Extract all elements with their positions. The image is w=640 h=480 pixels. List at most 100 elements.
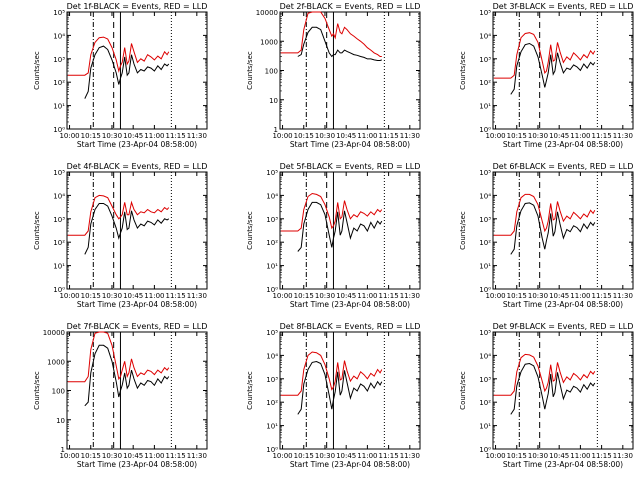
series-line-events <box>297 360 383 415</box>
x-tick-label: 11:00 <box>357 452 377 460</box>
x-tick-label: 11:00 <box>570 452 590 460</box>
chart-panel-9: Det 9f-BLACK = Events, RED = LLD 10⁰ 10¹ 10… <box>459 322 634 469</box>
x-tick-label: 10:45 <box>549 292 569 300</box>
x-tick-label: 10:45 <box>123 452 143 460</box>
x-tick-label: 10:15 <box>507 132 527 140</box>
y-tick-label: 10¹ <box>479 263 491 271</box>
x-tick-label: 11:15 <box>166 452 186 460</box>
plot-frame <box>492 331 634 450</box>
x-tick-label: 10:15 <box>294 452 314 460</box>
chart-panel-3: Det 3f-BLACK = Events, RED = LLD 10⁰ 10¹ 10… <box>459 2 634 149</box>
x-tick-label: 10:30 <box>528 132 548 140</box>
x-tick-label: 11:30 <box>187 452 207 460</box>
x-tick-label: 11:00 <box>357 292 377 300</box>
x-tick-label: 10:45 <box>123 292 143 300</box>
x-tick-label: 11:15 <box>379 452 399 460</box>
y-tick-label: 1000 <box>260 38 278 46</box>
x-tick-label: 10:30 <box>102 292 122 300</box>
x-axis-label: Start Time (23-Apr-04 08:58:00) <box>503 140 623 149</box>
x-tick-label: 10:15 <box>507 292 527 300</box>
y-tick-label: 10⁵ <box>266 329 278 337</box>
x-tick-label: 11:30 <box>613 132 633 140</box>
chart-panel-7: Det 7f-BLACK = Events, RED = LLD 1 10 100 10… <box>33 322 208 469</box>
x-axis-label: Start Time (23-Apr-04 08:58:00) <box>503 460 623 469</box>
y-axis-label: Counts/sec <box>246 51 254 90</box>
y-axis-label: Counts/sec <box>459 371 467 410</box>
x-tick-label: 10:30 <box>315 452 335 460</box>
y-tick-label: 10³ <box>479 376 491 384</box>
x-tick-label: 11:30 <box>187 292 207 300</box>
x-tick-label: 11:00 <box>144 452 164 460</box>
x-tick-label: 10:30 <box>102 132 122 140</box>
y-tick-label: 10⁰ <box>266 446 278 454</box>
x-tick-label: 11:30 <box>400 452 420 460</box>
y-tick-label: 100 <box>265 68 278 76</box>
y-tick-label: 10⁰ <box>479 126 491 134</box>
x-tick-label: 10:45 <box>336 132 356 140</box>
y-tick-label: 10⁴ <box>266 192 278 200</box>
y-tick-label: 10² <box>479 239 491 247</box>
x-tick-label: 10:00 <box>485 132 505 140</box>
series-line-events <box>510 202 596 255</box>
x-tick-label: 10:30 <box>315 292 335 300</box>
panel-title: Det 5f-BLACK = Events, RED = LLD <box>280 162 421 171</box>
y-tick-label: 10² <box>266 399 278 407</box>
series-line-events <box>297 201 383 252</box>
y-tick-label: 10⁴ <box>479 32 491 40</box>
panel-title: Det 2f-BLACK = Events, RED = LLD <box>280 2 421 11</box>
y-tick-label: 10⁵ <box>266 169 278 177</box>
x-tick-label: 10:00 <box>485 452 505 460</box>
y-tick-label: 10⁴ <box>53 32 65 40</box>
x-tick-label: 10:15 <box>294 132 314 140</box>
plot-frame <box>492 11 634 130</box>
panel-title: Det 1f-BLACK = Events, RED = LLD <box>67 2 208 11</box>
y-tick-label: 10⁵ <box>479 329 491 337</box>
x-tick-label: 10:00 <box>272 132 292 140</box>
x-tick-label: 11:15 <box>166 292 186 300</box>
x-tick-label: 11:00 <box>144 132 164 140</box>
x-tick-label: 10:30 <box>528 292 548 300</box>
series-line-events <box>510 362 596 415</box>
y-axis-label: Counts/sec <box>459 211 467 250</box>
series-line-events <box>297 26 382 61</box>
x-tick-label: 10:30 <box>315 132 335 140</box>
y-tick-label: 10¹ <box>266 423 278 431</box>
y-tick-label: 1000 <box>47 358 65 366</box>
y-axis-label: Counts/sec <box>33 211 41 250</box>
series-line-events <box>84 203 170 255</box>
y-tick-label: 10² <box>479 399 491 407</box>
series-line-lld <box>280 351 383 396</box>
y-tick-label: 10² <box>53 79 65 87</box>
series-line-lld <box>280 192 383 232</box>
x-tick-label: 11:00 <box>357 132 377 140</box>
x-tick-label: 11:15 <box>592 452 612 460</box>
y-tick-label: 10⁰ <box>53 286 65 294</box>
y-tick-label: 10¹ <box>53 103 65 111</box>
x-tick-label: 11:15 <box>592 292 612 300</box>
plot-frame <box>66 171 208 290</box>
series-line-events <box>510 42 596 95</box>
x-tick-label: 10:30 <box>102 452 122 460</box>
series-line-lld <box>67 194 170 236</box>
y-tick-label: 10⁴ <box>266 352 278 360</box>
series-line-lld <box>493 193 596 236</box>
y-tick-label: 10⁵ <box>53 169 65 177</box>
panel-title: Det 9f-BLACK = Events, RED = LLD <box>493 322 634 331</box>
plot-frame <box>492 171 634 290</box>
y-tick-label: 10¹ <box>479 423 491 431</box>
y-tick-label: 10⁰ <box>479 286 491 294</box>
x-tick-label: 10:45 <box>123 132 143 140</box>
plot-frame <box>279 11 421 130</box>
series-line-events <box>84 45 170 99</box>
chart-panel-4: Det 4f-BLACK = Events, RED = LLD 10⁰ 10¹ 10… <box>33 162 208 309</box>
chart-panel-6: Det 6f-BLACK = Events, RED = LLD 10⁰ 10¹ 10… <box>459 162 634 309</box>
x-tick-label: 10:15 <box>81 132 101 140</box>
y-tick-label: 10⁴ <box>53 192 65 200</box>
y-tick-label: 10⁴ <box>479 192 491 200</box>
y-tick-label: 10³ <box>479 56 491 64</box>
y-tick-label: 10⁰ <box>479 446 491 454</box>
x-tick-label: 10:15 <box>81 292 101 300</box>
y-tick-label: 10⁵ <box>53 9 65 17</box>
y-axis-label: Counts/sec <box>246 211 254 250</box>
